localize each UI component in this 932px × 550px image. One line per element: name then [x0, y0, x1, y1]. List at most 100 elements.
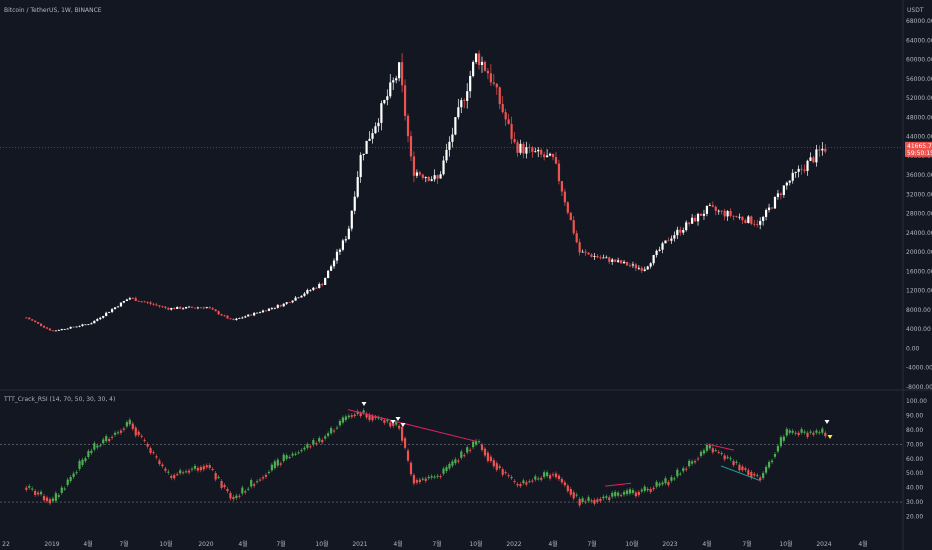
rsi-bar — [383, 420, 386, 423]
rsi-bar — [791, 430, 794, 433]
candle-body — [442, 160, 445, 175]
bearish-divergence-line — [347, 409, 477, 442]
rsi-bar — [699, 451, 703, 456]
rsi-bar — [714, 450, 717, 452]
candle-body — [424, 177, 427, 178]
candle-body — [756, 224, 759, 225]
candle-body — [673, 235, 676, 239]
candle-body — [297, 297, 300, 299]
rsi-tick-label: 40.00 — [906, 485, 923, 492]
rsi-tick-label: 100.00 — [906, 398, 927, 405]
price-tick-label: 16000.00 — [906, 268, 932, 275]
candle-body — [193, 307, 197, 309]
rsi-bar — [306, 444, 309, 448]
candle-body — [548, 153, 552, 156]
rsi-bar — [785, 429, 788, 436]
rsi-bar — [282, 454, 285, 461]
candle-body — [483, 61, 487, 71]
rsi-bar — [492, 460, 495, 467]
rsi-bars — [25, 408, 827, 508]
candle-body — [155, 304, 158, 306]
rsi-bar — [412, 475, 416, 484]
candle-body — [682, 230, 685, 233]
price-tick-label: 60000.00 — [906, 57, 932, 64]
candle-body — [338, 249, 342, 252]
rsi-bar — [723, 455, 726, 460]
rsi-bar — [643, 486, 646, 491]
rsi-bar — [401, 426, 404, 441]
candle-body — [93, 320, 96, 324]
rsi-bar — [403, 438, 407, 448]
candle-body — [368, 138, 371, 141]
candle-body — [534, 151, 537, 153]
rsi-bar — [673, 478, 676, 480]
rsi-bar — [81, 459, 84, 465]
rsi-bar — [155, 456, 158, 458]
candle-body — [247, 314, 250, 317]
candle-body — [335, 251, 339, 261]
rsi-bar — [182, 472, 185, 474]
indicator-title: TTT_Crack_RSI (14, 70, 50, 30, 30, 4) — [4, 396, 116, 403]
rsi-bar — [93, 443, 96, 450]
candle-body — [614, 259, 617, 262]
candle-body — [220, 314, 223, 316]
candle-body — [315, 287, 318, 289]
rsi-bar — [37, 492, 40, 495]
rsi-bar — [137, 431, 140, 435]
candle-body — [300, 295, 303, 298]
candle-body — [652, 255, 655, 264]
candle-body — [667, 240, 670, 242]
candle-body — [110, 309, 114, 312]
time-axis-label: 2024 — [816, 541, 831, 548]
rsi-tick-label: 70.00 — [906, 441, 923, 448]
candle-body — [693, 217, 697, 222]
rsi-bar — [96, 445, 99, 448]
rsi-bar — [543, 472, 546, 477]
rsi-bar — [578, 498, 581, 506]
rsi-bar — [679, 473, 682, 475]
rsi-tick-label: 30.00 — [906, 499, 923, 506]
candle-body — [451, 134, 454, 142]
price-tick-label: 52000.00 — [906, 95, 932, 102]
candle-body — [492, 82, 495, 84]
rsi-bar — [122, 428, 126, 430]
rsi-bar — [350, 415, 353, 417]
rsi-bar — [371, 415, 374, 421]
candle-body — [625, 261, 629, 266]
rsi-tick-label: 90.00 — [906, 412, 923, 419]
rsi-bar — [353, 414, 356, 417]
last-price-label: 41665.78 — [907, 143, 932, 150]
rsi-bar — [575, 494, 578, 496]
candle-body — [611, 259, 614, 262]
candle-body — [57, 330, 60, 331]
candle-body — [383, 99, 386, 104]
price-tick-label: 68000.00 — [906, 18, 932, 25]
candle-body — [401, 62, 404, 86]
candle-body — [750, 216, 753, 224]
candle-body — [99, 317, 102, 320]
candle-body — [691, 217, 694, 224]
candle-body — [779, 193, 782, 195]
candle-body — [498, 87, 501, 105]
rsi-bar — [682, 468, 685, 472]
rsi-bar — [395, 422, 398, 425]
candle-body — [507, 119, 510, 124]
rsi-bar — [560, 478, 564, 483]
rsi-bar — [762, 473, 765, 479]
candle-body — [501, 104, 504, 113]
rsi-bar — [113, 432, 117, 435]
candle-body — [765, 210, 768, 217]
candle-body — [767, 207, 771, 211]
rsi-tick-label: 80.00 — [906, 427, 923, 434]
price-tick-label: 64000.00 — [906, 37, 932, 44]
rsi-bar — [732, 461, 735, 466]
rsi-bar — [531, 480, 534, 482]
candle-body — [146, 302, 149, 303]
candle-body — [720, 210, 723, 212]
rsi-bar — [190, 468, 194, 470]
candle-body — [332, 260, 336, 267]
candle-body — [161, 306, 164, 308]
rsi-bar — [667, 482, 670, 486]
candle-body — [270, 308, 273, 309]
